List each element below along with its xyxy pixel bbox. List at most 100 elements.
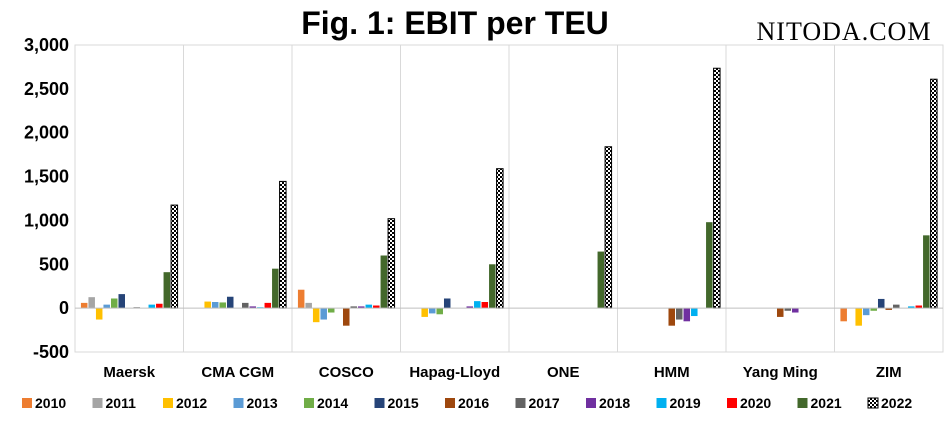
bar <box>170 204 179 309</box>
x-tick-label: Yang Ming <box>743 364 818 381</box>
legend-label: 2019 <box>670 395 701 411</box>
y-tick-label: 500 <box>39 254 69 274</box>
bar <box>597 251 605 309</box>
legend-label: 2011 <box>106 395 137 411</box>
bar <box>855 308 862 326</box>
bar <box>95 308 103 320</box>
chart-title: Fig. 1: EBIT per TEU <box>301 5 609 41</box>
legend-swatch <box>233 398 244 408</box>
bar <box>691 308 698 317</box>
x-tick-label: Hapag-Lloyd <box>409 364 500 381</box>
x-axis-ticks: Maersk CMA CGM COSCO Hapag-Lloyd ONE HMM Yang … <box>103 364 901 381</box>
bar <box>893 304 900 309</box>
bar <box>211 302 219 309</box>
bar <box>466 306 474 309</box>
bar <box>436 308 443 315</box>
bar <box>118 294 125 309</box>
bar <box>380 255 388 309</box>
bar <box>668 308 676 326</box>
bar <box>474 301 481 309</box>
y-tick-label: 0 <box>59 298 69 318</box>
bar <box>249 306 257 309</box>
x-tick-label: COSCO <box>319 364 374 381</box>
legend-swatch <box>797 398 808 408</box>
bar <box>792 308 799 313</box>
bar <box>443 298 451 309</box>
x-tick-label: ZIM <box>876 364 902 381</box>
bar <box>110 298 118 309</box>
bar <box>80 302 88 309</box>
legend-swatch <box>22 398 32 408</box>
legend-swatch <box>656 398 667 408</box>
bar <box>784 308 792 311</box>
x-tick-label: HMM <box>654 364 690 381</box>
bar <box>885 308 893 310</box>
x-tick-label: ONE <box>547 364 580 381</box>
bar <box>421 308 428 317</box>
legend-swatch <box>163 398 173 408</box>
x-tick-label: CMA CGM <box>201 364 274 381</box>
legend-label: 2020 <box>740 395 771 411</box>
bar <box>297 289 305 309</box>
legend-swatch <box>727 398 737 408</box>
legend-swatch <box>586 398 596 408</box>
bar <box>676 308 683 320</box>
bar <box>358 306 365 309</box>
legend-label: 2013 <box>247 395 278 411</box>
legend-label: 2010 <box>35 395 66 411</box>
bar <box>387 218 396 309</box>
bar <box>915 305 923 309</box>
bar <box>219 302 226 309</box>
legend-swatch <box>445 398 455 408</box>
bar <box>242 302 249 309</box>
legend-label: 2021 <box>811 395 842 411</box>
bar <box>327 308 335 313</box>
x-tick-label: Maersk <box>103 364 155 381</box>
legend-label: 2017 <box>529 395 560 411</box>
bar <box>428 308 436 314</box>
bar <box>776 308 784 317</box>
category-separators <box>183 45 835 352</box>
bar <box>163 272 171 309</box>
bar <box>496 168 504 309</box>
bar <box>604 146 613 309</box>
legend-label: 2012 <box>176 395 207 411</box>
bar <box>272 268 279 309</box>
legend: 2010 2011 2012 2013 2014 2015 2016 2017 2018 2019… <box>22 395 912 411</box>
bar <box>908 306 915 309</box>
legend-swatch <box>515 398 526 408</box>
bar <box>350 306 358 309</box>
watermark: NITODA.COM <box>757 17 932 46</box>
bar <box>148 304 156 309</box>
legend-label: 2014 <box>317 395 348 411</box>
legend-swatch <box>92 398 103 408</box>
legend-label: 2015 <box>388 395 419 411</box>
bar <box>373 305 380 309</box>
bar <box>204 301 211 309</box>
y-axis-ticks: -500 0 500 1,000 1,500 2,000 2,500 3,000 <box>24 35 69 362</box>
y-tick-label: -500 <box>33 342 69 362</box>
y-tick-label: 3,000 <box>24 35 69 55</box>
legend-swatch <box>867 397 879 409</box>
bar <box>706 222 713 309</box>
bar <box>156 303 163 309</box>
bar <box>305 302 312 309</box>
y-tick-label: 2,500 <box>24 79 69 99</box>
bar <box>279 180 287 309</box>
bar <box>840 308 847 322</box>
legend-label: 2018 <box>599 395 630 411</box>
bar <box>320 308 327 320</box>
y-tick-label: 1,000 <box>24 210 69 230</box>
bar <box>312 308 320 323</box>
bar <box>713 67 721 309</box>
legend-swatch <box>374 398 385 408</box>
bar <box>365 304 373 309</box>
y-tick-label: 1,500 <box>24 167 69 187</box>
bar <box>923 235 930 309</box>
bar <box>877 298 885 309</box>
legend-swatch <box>304 398 314 408</box>
bar <box>862 308 870 316</box>
bar <box>481 302 489 309</box>
bar <box>342 308 350 326</box>
